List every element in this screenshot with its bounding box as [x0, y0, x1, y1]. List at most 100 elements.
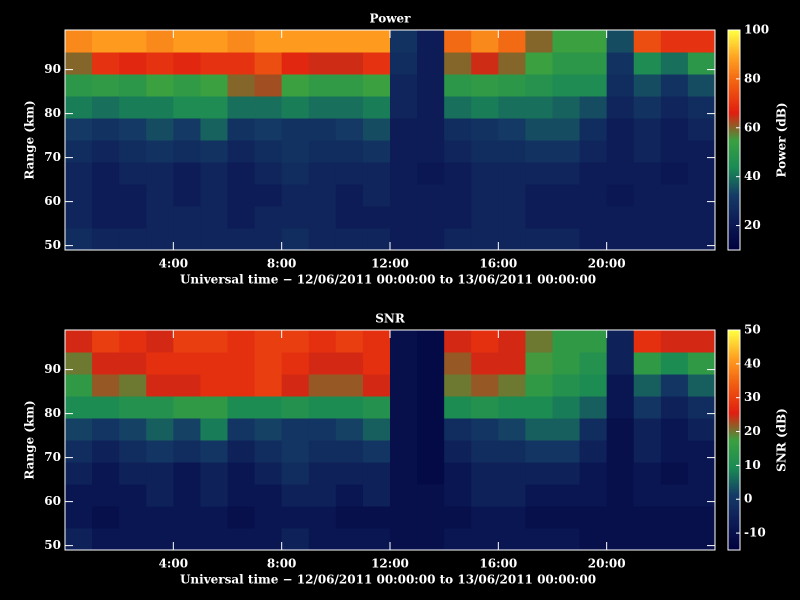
- heatmap-cell: [579, 418, 608, 441]
- y-tick-label: 90: [44, 362, 61, 376]
- heatmap-cell: [173, 396, 201, 419]
- heatmap-cell: [633, 352, 662, 375]
- colorbar-segment: [728, 432, 740, 435]
- colorbar-segment: [728, 492, 740, 495]
- heatmap-cell: [390, 528, 418, 551]
- heatmap-cell: [227, 506, 256, 529]
- heatmap-cell: [498, 506, 526, 529]
- colorbar-segment: [728, 234, 740, 237]
- colorbar-tick-label: 40: [744, 356, 761, 370]
- colorbar-segment: [728, 330, 740, 333]
- heatmap-cell: [65, 352, 93, 375]
- colorbar-segment: [728, 358, 740, 361]
- heatmap-cell: [335, 162, 364, 185]
- colorbar-segment: [728, 472, 740, 475]
- heatmap-cell: [200, 140, 228, 163]
- colorbar-segment: [728, 438, 740, 441]
- colorbar-segment: [728, 388, 740, 391]
- y-tick-label: 80: [44, 106, 61, 120]
- colorbar-segment: [728, 112, 740, 115]
- heatmap-cell: [390, 140, 418, 163]
- colorbar-segment: [728, 506, 740, 509]
- heatmap-cell: [308, 462, 337, 485]
- heatmap-cell: [660, 484, 689, 507]
- heatmap-cell: [417, 162, 445, 185]
- colorbar-segment: [728, 240, 740, 243]
- colorbar-segment: [728, 380, 740, 383]
- colorbar-segment: [728, 460, 740, 463]
- x-tick-label: 4:00: [159, 557, 188, 571]
- heatmap-cell: [146, 484, 174, 507]
- heatmap-cell: [362, 484, 391, 507]
- heatmap-cell: [362, 396, 391, 419]
- heatmap-cell: [525, 418, 553, 441]
- heatmap-cell: [173, 206, 201, 229]
- heatmap-cell: [65, 140, 93, 163]
- heatmap-cell: [227, 484, 256, 507]
- heatmap-cell: [579, 396, 608, 419]
- colorbar-segment: [728, 60, 740, 63]
- heatmap-cell: [633, 330, 662, 353]
- heatmap-cell: [146, 206, 174, 229]
- heatmap-cell: [471, 374, 499, 397]
- heatmap-cell: [173, 506, 201, 529]
- heatmap-cell: [579, 140, 608, 163]
- heatmap-cell: [173, 228, 201, 251]
- heatmap-cell: [660, 462, 689, 485]
- heatmap-cell: [687, 162, 716, 185]
- heatmap-cell: [444, 52, 472, 75]
- heatmap-cell: [281, 74, 310, 97]
- heatmap-cell: [606, 418, 635, 441]
- heatmap-cell: [362, 140, 391, 163]
- heatmap-cell: [281, 52, 310, 75]
- heatmap-cell: [471, 162, 499, 185]
- colorbar-segment: [728, 198, 740, 201]
- heatmap-cell: [687, 118, 716, 141]
- heatmap-cell: [390, 184, 418, 207]
- heatmap-cell: [65, 74, 93, 97]
- colorbar-segment: [728, 194, 740, 197]
- heatmap-cell: [552, 528, 581, 551]
- colorbar-segment: [728, 396, 740, 399]
- heatmap-cell: [471, 74, 499, 97]
- heatmap-cell: [525, 330, 553, 353]
- heatmap-cell: [579, 184, 608, 207]
- x-tick-label: 20:00: [588, 557, 626, 571]
- heatmap-cell: [227, 74, 256, 97]
- colorbar-segment: [728, 486, 740, 489]
- heatmap-cell: [606, 96, 635, 119]
- heatmap-cell: [390, 396, 418, 419]
- x-axis-label: Universal time − 12/06/2011 00:00:00 to …: [180, 573, 596, 587]
- heatmap-cell: [308, 396, 337, 419]
- colorbar-segment: [728, 94, 740, 97]
- heatmap-cell: [444, 484, 472, 507]
- heatmap-cell: [119, 374, 147, 397]
- colorbar-segment: [728, 176, 740, 179]
- heatmap-cell: [254, 74, 283, 97]
- heatmap-cell: [633, 184, 662, 207]
- colorbar-segment: [728, 344, 740, 347]
- colorbar-segment: [728, 548, 740, 551]
- colorbar-segment: [728, 36, 740, 39]
- heatmap-cell: [687, 184, 716, 207]
- colorbar-segment: [728, 222, 740, 225]
- heatmap-cell: [579, 52, 608, 75]
- heatmap-cell: [335, 528, 364, 551]
- colorbar-segment: [728, 468, 740, 471]
- heatmap-cell: [65, 484, 93, 507]
- heatmap-cell: [92, 118, 120, 141]
- heatmap-cell: [498, 440, 526, 463]
- heatmap-cell: [390, 374, 418, 397]
- heatmap-cell: [362, 418, 391, 441]
- heatmap-cell: [525, 528, 553, 551]
- colorbar-segment: [728, 546, 740, 549]
- heatmap-cell: [308, 440, 337, 463]
- heatmap-cell: [444, 118, 472, 141]
- heatmap-cell: [146, 74, 174, 97]
- heatmap-cell: [308, 52, 337, 75]
- heatmap-cell: [173, 528, 201, 551]
- colorbar-tick-label: 100: [744, 23, 769, 37]
- heatmap-cell: [254, 96, 283, 119]
- heatmap-cell: [308, 30, 337, 53]
